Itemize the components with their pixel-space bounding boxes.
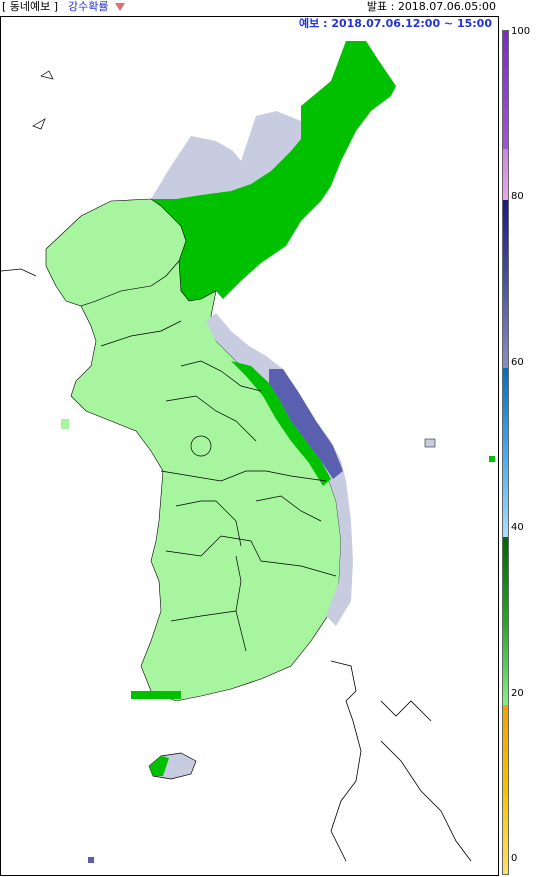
legend-label-0: 0 [511,853,518,864]
china-coast [1,268,37,277]
precipitation-map [1,41,495,863]
japan-coastline-3 [380,700,432,722]
region-lavender-north [151,111,301,199]
province-borders [100,320,337,652]
layer-selector[interactable]: 강수확률 [68,0,109,13]
legend-label-60: 60 [511,357,524,368]
legend-label-80: 80 [511,191,524,202]
japan-coastline-2 [380,740,472,862]
coast-fragments [32,70,54,130]
valid-time: 예보 : 2018.07.06.12:00 ~ 15:00 [297,17,494,31]
region-slate-east [269,369,343,479]
jeju-green [149,756,169,776]
region-green-eastfringe [231,361,331,486]
legend-bar [502,30,509,875]
south-coast-green [131,691,181,699]
region-lightgreen-central [70,260,342,702]
header-bar: [ 동네예보 ] 강수확률 발표 : 2018.07.06.05:00 [0,0,536,16]
island-fragment-south [88,857,94,863]
legend-label-20: 20 [511,688,524,699]
legend-label-100: 100 [511,26,531,37]
color-legend: 100 80 60 40 20 0 [499,16,536,876]
island-west [61,419,69,429]
region-green-ne [151,41,396,301]
issued-time: 발표 : 2018.07.06.05:00 [366,0,496,13]
legend-label-40: 40 [511,522,524,533]
japan-coastline [330,660,362,862]
map-panel[interactable]: 예보 : 2018.07.06.12:00 ~ 15:00 [0,16,499,876]
forecast-tag: [ 동네예보 ] [2,0,59,13]
ulleung-island [424,438,436,448]
island-fragment [489,456,495,462]
dropdown-triangle-icon[interactable] [115,3,125,11]
